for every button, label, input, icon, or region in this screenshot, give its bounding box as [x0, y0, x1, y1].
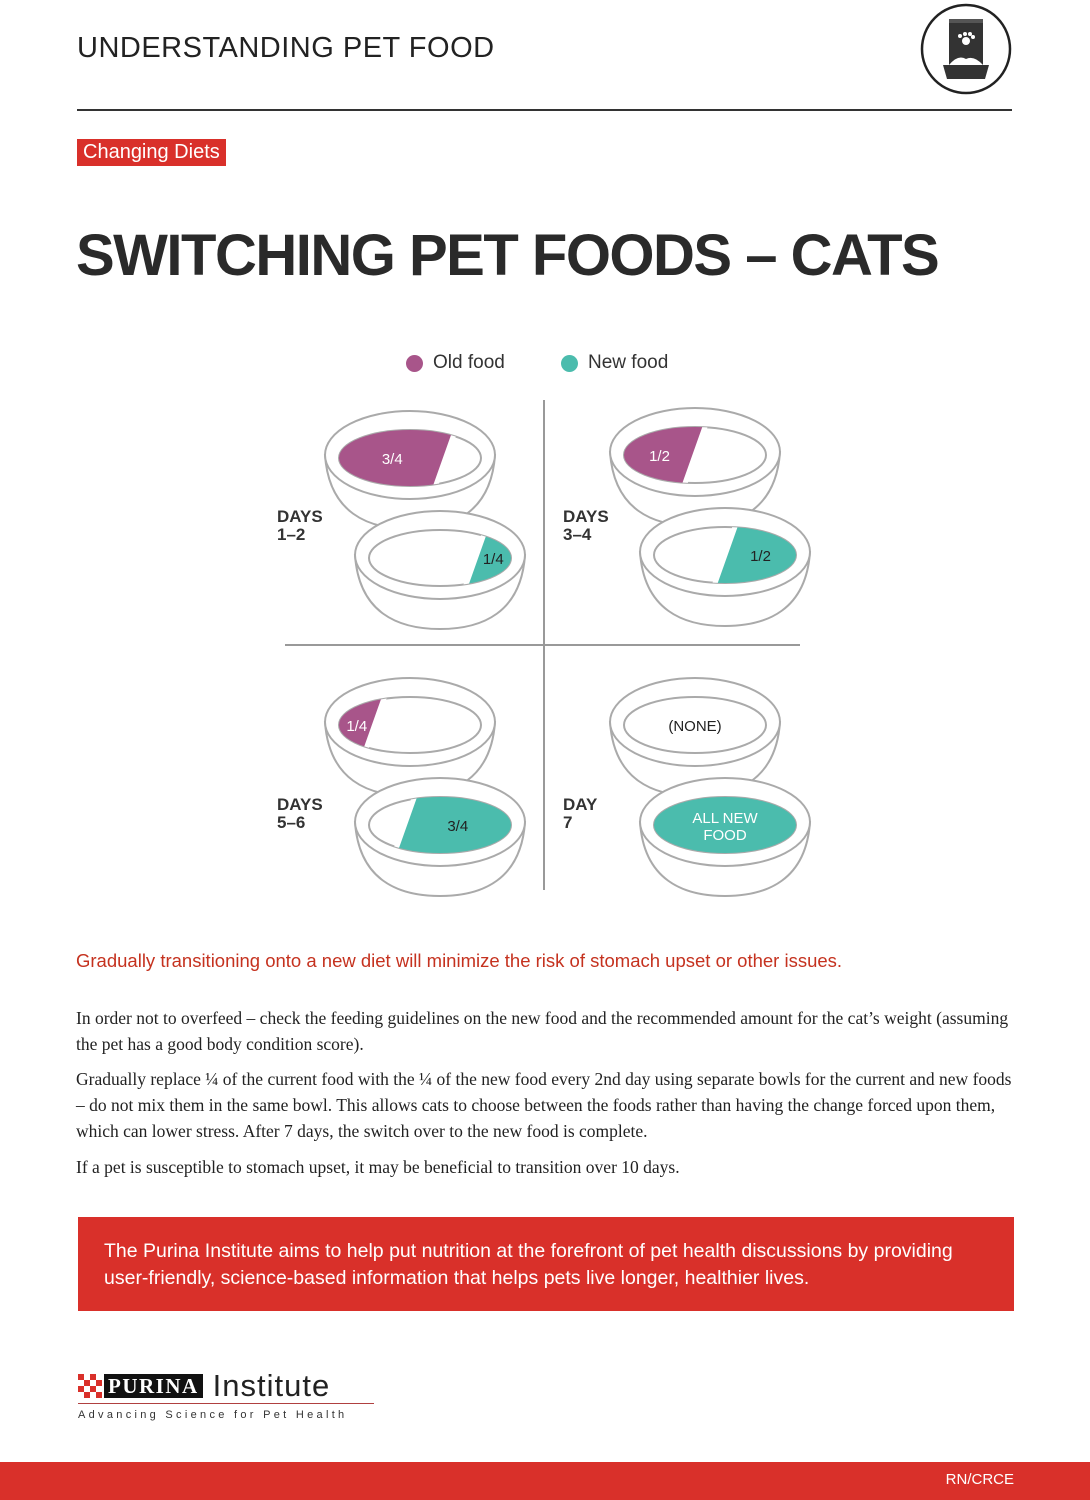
stage-label: DAYS: [563, 507, 609, 526]
logo-name: Institute: [212, 1368, 331, 1403]
bowl-label: 3/4: [447, 818, 468, 835]
bowl-label: ALL NEW: [692, 810, 758, 827]
new-food-bowl: 3/4: [353, 777, 527, 898]
legend-new-food: New food: [561, 352, 668, 374]
new-food-bowl: 1/2: [638, 507, 812, 628]
legend-old-food: Old food: [406, 352, 505, 374]
purina-institute-logo: PURINA Institute: [78, 1368, 330, 1404]
stage-label: 7: [563, 813, 572, 832]
stage-label: DAYS: [277, 507, 323, 526]
info-banner: The Purina Institute aims to help put nu…: [78, 1217, 1014, 1311]
header-divider: [77, 109, 1012, 111]
food-portion: [624, 427, 705, 483]
food-portion: [715, 527, 796, 583]
bowl-label: 3/4: [382, 451, 403, 468]
pet-food-bag-icon: [920, 3, 1012, 95]
stage-label: 1–2: [277, 525, 305, 544]
bowl-label: (NONE): [668, 718, 721, 735]
logo-rule: [78, 1403, 374, 1404]
bowl-label: 1/2: [750, 548, 771, 565]
logo-brand: PURINA: [104, 1374, 203, 1398]
old-food-dot-icon: [406, 354, 423, 372]
food-portion: [654, 797, 796, 853]
legend-label: New food: [588, 352, 669, 373]
header-title: UNDERSTANDING PET FOOD: [77, 32, 495, 64]
bowl-label: FOOD: [703, 827, 746, 844]
footer-code: RN/CRCE: [945, 1471, 1014, 1488]
bowl-label: 1/2: [649, 448, 670, 465]
logo-tagline: Advancing Science for Pet Health: [78, 1409, 348, 1421]
bowl-inner: [623, 696, 767, 754]
food-portion: [339, 430, 456, 486]
old-food-bowl: 1/2: [608, 407, 782, 528]
old-food-bowl: (NONE): [608, 677, 782, 798]
stage-label: 5–6: [277, 813, 305, 832]
stage-label: DAYS: [277, 795, 323, 814]
old-food-bowl: 1/4: [323, 677, 497, 798]
old-food-bowl: 3/4: [323, 410, 497, 531]
page-title: SWITCHING PET FOODS – CATS: [76, 223, 940, 288]
lead-text: Gradually transitioning onto a new diet …: [76, 950, 843, 971]
stage-label: 3–4: [563, 525, 592, 544]
section-badge: Changing Diets: [77, 139, 226, 166]
new-food-dot-icon: [561, 354, 578, 372]
food-portion: [394, 797, 511, 853]
new-food-bowl: 1/4: [353, 510, 527, 631]
stage-label: DAY: [563, 795, 598, 814]
footer-bar: [0, 1462, 1090, 1500]
paragraph: In order not to overfeed – check the fee…: [76, 1008, 1009, 1054]
checkerboard-icon: [78, 1374, 104, 1398]
bowl-label: 1/4: [346, 718, 367, 735]
bowl-label: 1/4: [483, 551, 504, 568]
legend-label: Old food: [433, 352, 505, 373]
paragraph: Gradually replace ¼ of the current food …: [76, 1069, 1012, 1141]
paragraph: If a pet is susceptible to stomach upset…: [76, 1157, 680, 1177]
